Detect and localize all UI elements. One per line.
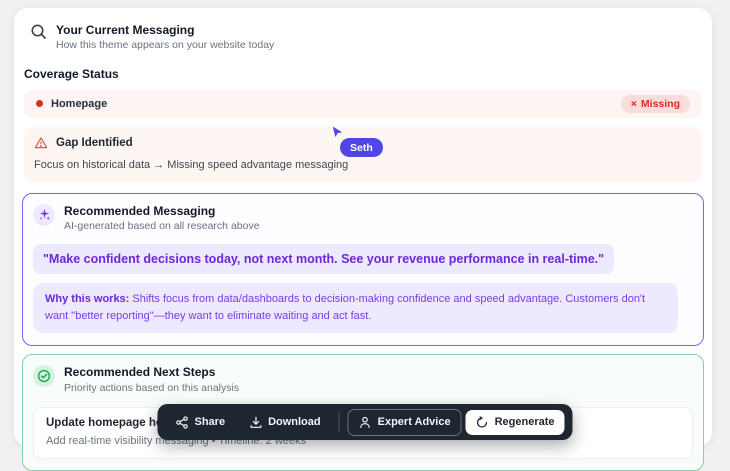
share-label: Share	[194, 416, 226, 428]
status-badge-label: Missing	[640, 97, 680, 110]
regenerate-button[interactable]: Regenerate	[465, 409, 565, 435]
check-circle-icon	[33, 365, 55, 388]
coverage-row-label: Homepage	[51, 97, 108, 110]
current-messaging-header: Your Current Messaging How this theme ap…	[22, 22, 704, 53]
expert-advice-button[interactable]: Expert Advice	[347, 408, 462, 436]
recommended-messaging-title: Recommended Messaging	[64, 203, 216, 218]
download-button[interactable]: Download	[239, 410, 331, 435]
expert-advice-label: Expert Advice	[377, 416, 451, 428]
toolbar-divider	[338, 412, 340, 432]
status-badge: × Missing	[620, 94, 690, 113]
section-title: Your Current Messaging	[56, 23, 195, 37]
ai-sparkle-icon	[33, 203, 55, 226]
download-icon	[249, 416, 262, 429]
refresh-icon	[476, 415, 489, 429]
gap-title: Gap Identified	[56, 136, 133, 149]
red-status-dot	[36, 100, 43, 108]
recommended-messaging-panel: Recommended Messaging AI-generated based…	[22, 192, 704, 347]
coverage-status-heading: Coverage Status	[24, 66, 119, 81]
share-button[interactable]: Share	[165, 410, 235, 435]
warning-triangle-icon	[34, 136, 48, 150]
coverage-row-homepage[interactable]: Homepage × Missing	[24, 89, 702, 118]
why-label: Why this works:	[45, 293, 130, 306]
why-this-works-note: Why this works: Shifts focus from data/d…	[33, 283, 678, 334]
analysis-card: Your Current Messaging How this theme ap…	[14, 8, 712, 471]
next-steps-subtitle: Priority actions based on this analysis	[64, 381, 240, 394]
section-subtitle: How this theme appears on your website t…	[56, 39, 275, 52]
x-icon: ×	[630, 97, 637, 110]
why-text: Shifts focus from data/dashboards to dec…	[45, 293, 646, 323]
recommended-quote: "Make confident decisions today, not nex…	[33, 244, 615, 275]
search-icon	[30, 23, 48, 41]
gap-description: Focus on historical data → Missing speed…	[34, 158, 349, 171]
action-toolbar: Share Download Expert Advice Regenerate	[157, 404, 573, 440]
gap-identified-panel: Gap Identified Focus on historical data …	[24, 126, 702, 182]
next-steps-title: Recommended Next Steps	[64, 365, 216, 380]
download-label: Download	[268, 416, 321, 428]
recommended-messaging-subtitle: AI-generated based on all research above	[64, 220, 260, 233]
person-icon	[359, 416, 372, 429]
share-icon	[175, 415, 188, 429]
regenerate-label: Regenerate	[494, 416, 555, 428]
